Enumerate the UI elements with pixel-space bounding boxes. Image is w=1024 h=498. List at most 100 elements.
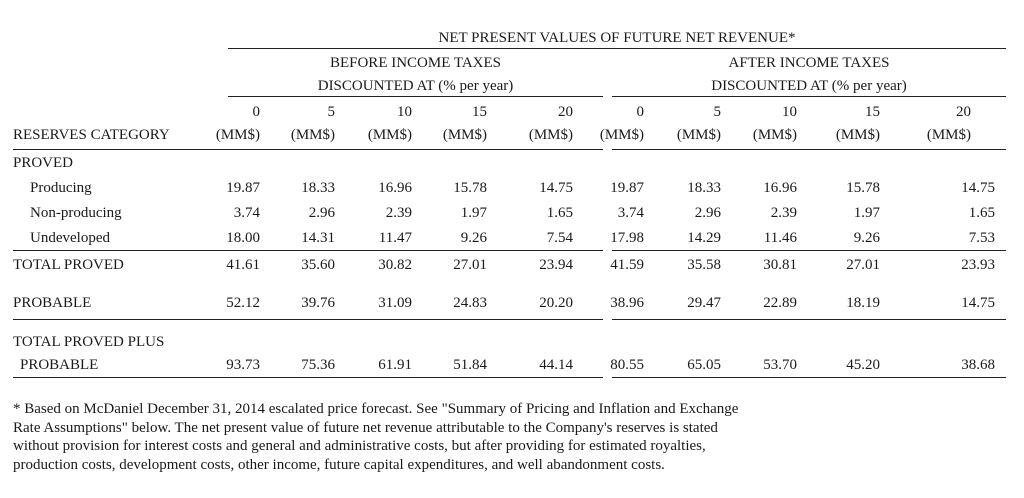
footnote: * Based on McDaniel December 31, 2014 es… xyxy=(13,400,833,474)
cell-value: 18.33 xyxy=(301,180,335,196)
before-tax-rule xyxy=(228,96,603,97)
row-label: TOTAL PROVED xyxy=(13,257,124,273)
cell-value: 11.47 xyxy=(378,230,412,246)
cell-value: 19.87 xyxy=(226,180,260,196)
footnote-line: production costs, development costs, oth… xyxy=(13,456,665,473)
cell-value: 30.82 xyxy=(378,257,412,273)
rate-header: 0 xyxy=(252,104,261,120)
cell-value: 30.81 xyxy=(763,257,797,273)
cell-value: 53.70 xyxy=(763,357,797,373)
cell-value: 14.75 xyxy=(961,295,995,311)
unit-header: (MM$) xyxy=(752,127,797,143)
cell-value: 9.26 xyxy=(853,230,880,246)
cell-value: 38.96 xyxy=(610,295,644,311)
unit-header: (MM$) xyxy=(290,127,335,143)
before-tax-heading: BEFORE INCOME TAXES xyxy=(329,55,502,71)
cell-value: 20.20 xyxy=(539,295,573,311)
cell-value: 19.87 xyxy=(610,180,644,196)
cell-value: 61.91 xyxy=(378,357,412,373)
proved-label: PROVED xyxy=(13,155,74,171)
cell-value: 27.01 xyxy=(846,257,880,273)
subtotal-rule-right xyxy=(612,250,1006,251)
cell-value: 1.97 xyxy=(460,205,487,221)
unit-header: (MM$) xyxy=(528,127,573,143)
cell-value: 23.94 xyxy=(539,257,573,273)
unit-header: (MM$) xyxy=(835,127,880,143)
cell-value: 41.59 xyxy=(610,257,644,273)
cell-value: 44.14 xyxy=(539,357,573,373)
total-rule-left xyxy=(13,319,603,320)
after-tax-heading: AFTER INCOME TAXES xyxy=(728,55,890,71)
cell-value: 2.96 xyxy=(694,205,721,221)
row-label: Non-producing xyxy=(30,205,122,221)
cell-value: 18.19 xyxy=(846,295,880,311)
cell-value: 31.09 xyxy=(378,295,412,311)
unit-header: (MM$) xyxy=(442,127,487,143)
rate-header: 15 xyxy=(472,104,487,120)
cell-value: 3.74 xyxy=(617,205,644,221)
cell-value: 15.78 xyxy=(846,180,880,196)
cell-value: 17.98 xyxy=(610,230,644,246)
cell-value: 52.12 xyxy=(226,295,260,311)
rate-header: 10 xyxy=(782,104,797,120)
footnote-line: * Based on McDaniel December 31, 2014 es… xyxy=(13,401,739,417)
cell-value: 14.29 xyxy=(687,230,721,246)
cell-value: 38.68 xyxy=(961,357,995,373)
cell-value: 23.93 xyxy=(961,257,995,273)
unit-header: (MM$) xyxy=(926,127,971,143)
cell-value: 14.75 xyxy=(961,180,995,196)
grand-total-rule-left xyxy=(13,377,603,378)
footnote-line: Rate Assumptions" below. The net present… xyxy=(13,419,718,436)
cell-value: 75.36 xyxy=(301,357,335,373)
footnote-line: without provision for interest costs and… xyxy=(13,438,706,454)
cell-value: 1.65 xyxy=(546,205,573,221)
row-label: TOTAL PROVED PLUS xyxy=(13,334,165,350)
unit-header: (MM$) xyxy=(215,127,260,143)
cell-value: 18.00 xyxy=(226,230,260,246)
header-rule-right xyxy=(612,149,1006,150)
cell-value: 14.75 xyxy=(539,180,573,196)
cell-value: 35.60 xyxy=(301,257,335,273)
cell-value: 7.53 xyxy=(968,230,995,246)
cell-value: 27.01 xyxy=(453,257,487,273)
cell-value: 2.96 xyxy=(308,205,335,221)
rate-header: 20 xyxy=(956,104,971,120)
header-rule-left xyxy=(13,149,603,150)
cell-value: 39.76 xyxy=(301,295,335,311)
cell-value: 16.96 xyxy=(763,180,797,196)
cell-value: 41.61 xyxy=(226,257,260,273)
cell-value: 9.26 xyxy=(460,230,487,246)
cell-value: 93.73 xyxy=(226,357,260,373)
rate-header: 15 xyxy=(865,104,880,120)
after-tax-rule xyxy=(612,96,1006,97)
cell-value: 2.39 xyxy=(385,205,412,221)
cell-value: 51.84 xyxy=(453,357,487,373)
unit-header: (MM$) xyxy=(599,127,644,143)
row-label: Undeveloped xyxy=(30,230,110,246)
cell-value: 16.96 xyxy=(378,180,412,196)
cell-value: 22.89 xyxy=(763,295,797,311)
row-label: Producing xyxy=(30,180,92,196)
rate-header: 5 xyxy=(327,104,336,120)
cell-value: 7.54 xyxy=(546,230,573,246)
cell-value: 15.78 xyxy=(453,180,487,196)
subtotal-rule-left xyxy=(13,250,603,251)
rate-header: 5 xyxy=(713,104,722,120)
cell-value: 3.74 xyxy=(233,205,260,221)
cell-value: 1.65 xyxy=(968,205,995,221)
grand-total-rule-right xyxy=(612,377,1006,378)
cell-value: 18.33 xyxy=(687,180,721,196)
cell-value: 65.05 xyxy=(687,357,721,373)
cell-value: 80.55 xyxy=(610,357,644,373)
row-label: PROBABLE xyxy=(13,295,92,311)
cell-value: 35.58 xyxy=(687,257,721,273)
cell-value: 2.39 xyxy=(770,205,797,221)
unit-header: (MM$) xyxy=(367,127,412,143)
cell-value: 29.47 xyxy=(687,295,721,311)
cell-value: 1.97 xyxy=(853,205,880,221)
rate-header: 10 xyxy=(397,104,412,120)
title-rule xyxy=(228,48,1006,49)
unit-header: (MM$) xyxy=(676,127,721,143)
cell-value: 14.31 xyxy=(301,230,335,246)
